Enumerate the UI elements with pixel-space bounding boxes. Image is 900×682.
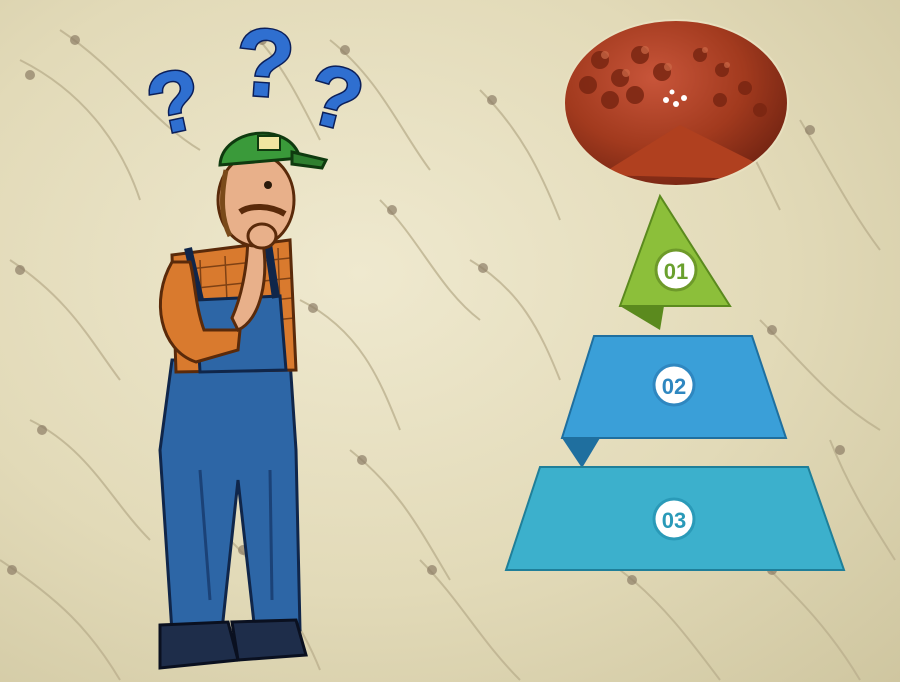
step-01: 01 — [618, 193, 732, 330]
step-03: 03 — [504, 466, 846, 571]
step-number-02: 02 — [662, 374, 686, 399]
step-02: 02 — [560, 335, 788, 468]
question-mark-icon: ? — [232, 8, 298, 119]
step-number-03: 03 — [662, 508, 686, 533]
step-number-01: 01 — [664, 259, 688, 284]
